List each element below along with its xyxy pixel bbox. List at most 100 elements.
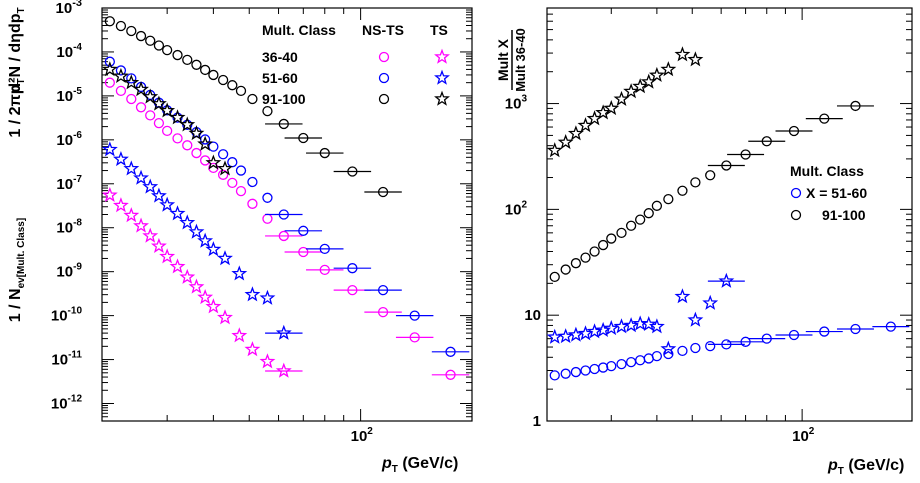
y-tick-label: 10-7 <box>56 174 82 193</box>
data-point-star <box>169 258 186 274</box>
data-point-circle <box>104 16 115 27</box>
data-point-star <box>159 248 176 264</box>
x-tick-label: 102 <box>792 426 815 445</box>
data-point-star <box>205 154 222 170</box>
x-tick-label: 102 <box>351 426 374 445</box>
data-point-star <box>557 328 574 344</box>
data-point-star <box>133 217 149 233</box>
data-point-star <box>648 318 665 334</box>
data-point-circle <box>319 147 330 159</box>
data-point-star <box>577 117 594 133</box>
data-point-star <box>660 340 677 356</box>
data-point-star <box>123 207 140 223</box>
legend-circle-symbol <box>378 93 390 105</box>
legend-circle-symbol <box>790 209 802 221</box>
legend-circle-symbol <box>378 72 390 84</box>
data-point-star <box>205 241 222 257</box>
data-point-circle <box>740 336 751 347</box>
data-point-circle <box>247 176 258 188</box>
data-point-circle <box>126 25 137 37</box>
left-x-axis-title: pT (GeV/c) <box>381 455 458 475</box>
data-point-circle <box>347 166 358 177</box>
data-point-circle <box>145 110 156 121</box>
data-point-circle <box>262 192 273 203</box>
data-point-star <box>623 317 640 333</box>
data-point-circle <box>819 326 830 337</box>
left-legend-row-36-40: 36-40 <box>262 49 298 65</box>
data-point-circle <box>740 149 751 160</box>
data-point-circle <box>651 200 663 211</box>
data-point-circle <box>643 208 654 219</box>
data-point-circle <box>104 77 115 88</box>
data-point-circle <box>606 233 617 244</box>
data-point-star <box>179 268 196 284</box>
data-point-circle <box>191 59 202 70</box>
data-point-circle <box>172 49 183 61</box>
data-point-circle <box>278 209 289 220</box>
data-point-circle <box>409 332 420 343</box>
data-point-circle <box>625 220 637 231</box>
data-point-star <box>275 362 292 378</box>
data-point-circle <box>191 147 202 159</box>
data-point-star <box>217 250 233 266</box>
data-point-star <box>613 318 630 334</box>
y-tick-label: 10-12 <box>51 394 83 413</box>
data-point-circle <box>635 214 646 225</box>
left-legend-row-91-100: 91-100 <box>262 91 306 107</box>
data-point-star <box>197 289 214 305</box>
data-point-star <box>197 135 214 151</box>
left-spectra-panel: 102 10-12 10-11 10-10 10-9 10-8 10-7 10-6 10-5 10… <box>7 0 473 475</box>
data-point-star <box>169 109 186 125</box>
data-point-star <box>674 46 691 62</box>
data-point-star <box>632 78 649 94</box>
data-point-star <box>567 326 584 342</box>
data-point-star <box>142 88 159 104</box>
data-point-circle <box>298 132 309 144</box>
data-point-star <box>123 160 140 176</box>
left-ytick-1e-3: 10-3 <box>56 0 82 17</box>
data-point-star <box>567 125 584 141</box>
y-tick-label: 10-10 <box>51 306 83 325</box>
data-point-circle <box>126 73 137 84</box>
y-tick-label: 1 <box>533 413 541 430</box>
data-point-star <box>648 66 665 83</box>
data-point-circle <box>172 133 183 144</box>
data-point-star <box>640 315 657 332</box>
left-legend-symbols <box>378 48 450 106</box>
right-ylabel-denominator: Mult 36-40 <box>513 28 528 92</box>
data-point-star <box>718 272 735 288</box>
data-point-circle <box>199 64 211 76</box>
data-point-star <box>577 325 594 341</box>
right-x-axis-title: pT (GeV/c) <box>827 457 904 477</box>
data-point-star <box>244 286 261 302</box>
data-point-circle <box>690 342 701 354</box>
left-legend: Mult. Class NS-TS TS 36-40 51-60 91-100 <box>262 22 450 107</box>
data-point-circle <box>663 348 674 360</box>
data-point-circle <box>262 105 273 117</box>
y-tick-label: 10-9 <box>56 262 82 281</box>
data-point-circle <box>162 125 173 137</box>
right-legend: Mult. Class X = 51-60 91-100 <box>790 163 867 223</box>
data-point-circle <box>235 85 247 97</box>
data-point-star <box>133 169 149 185</box>
data-point-circle <box>445 346 456 357</box>
data-point-circle <box>135 30 147 42</box>
data-point-circle <box>227 177 238 189</box>
data-point-circle <box>589 363 600 375</box>
data-point-star <box>546 328 563 344</box>
data-point-circle <box>677 185 688 196</box>
data-point-circle <box>570 366 582 378</box>
data-point-circle <box>560 264 571 275</box>
data-point-star <box>133 81 149 97</box>
left-legend-row-51-60: 51-60 <box>262 70 298 86</box>
data-point-circle <box>278 118 289 130</box>
right-legend-header: Mult. Class <box>790 163 864 179</box>
data-point-star <box>231 265 248 281</box>
data-point-star <box>188 278 205 294</box>
data-point-star <box>231 327 248 343</box>
left-data-marks <box>101 16 470 380</box>
y-tick-label: 10-6 <box>56 130 82 149</box>
data-point-circle <box>235 185 247 197</box>
data-point-circle <box>597 362 609 373</box>
